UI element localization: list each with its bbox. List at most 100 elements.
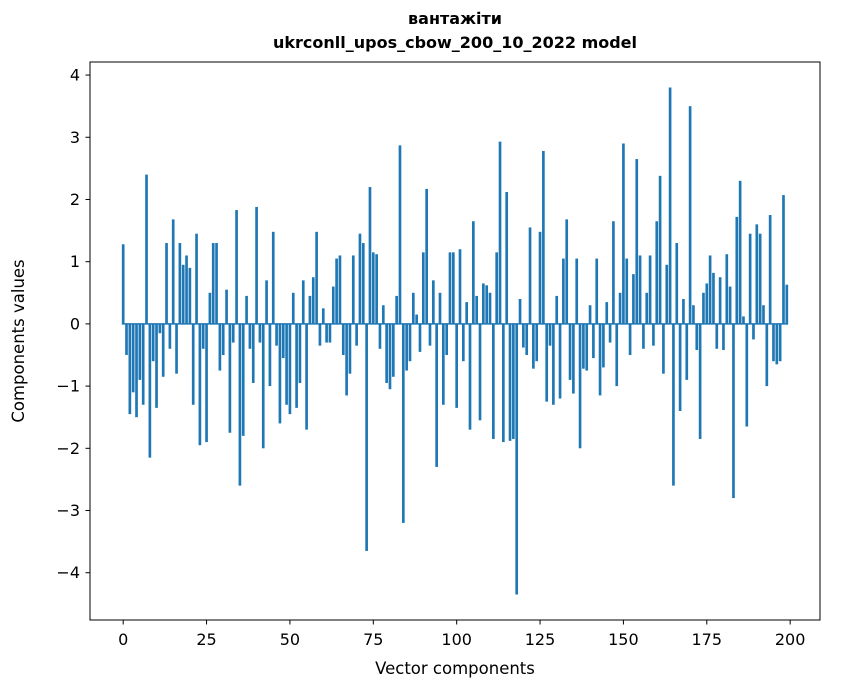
bar [638, 255, 642, 324]
y-tick-label: 3 [70, 128, 80, 147]
bar [408, 323, 412, 362]
bar [265, 280, 268, 324]
bar [572, 323, 575, 394]
bar [495, 252, 499, 324]
bar [248, 323, 252, 349]
bar [455, 323, 458, 408]
bar [625, 258, 629, 324]
x-tick-label: 125 [525, 630, 556, 649]
bar [395, 295, 398, 324]
bar [361, 243, 365, 324]
bar [458, 249, 462, 324]
bar [398, 145, 402, 324]
bar [548, 323, 552, 346]
axes-spines [89, 61, 821, 621]
bar [742, 316, 745, 324]
bar [245, 295, 248, 324]
y-tick-label: −4 [56, 563, 80, 582]
bar [175, 323, 178, 374]
bar [485, 285, 489, 324]
bar [475, 295, 479, 324]
bar [311, 277, 315, 324]
bar [552, 323, 555, 405]
bar [215, 243, 218, 324]
bar [538, 231, 542, 324]
bar [772, 323, 775, 362]
bar [155, 323, 158, 408]
bar [258, 323, 262, 343]
bar [492, 323, 495, 439]
x-axis-label: Vector components [375, 659, 535, 678]
bar [371, 252, 375, 324]
bar [178, 243, 182, 324]
bar [782, 195, 785, 324]
bar [478, 323, 482, 421]
bar [725, 254, 729, 324]
bar [715, 323, 719, 349]
bar [518, 299, 522, 324]
bar [291, 292, 295, 324]
bar [465, 302, 469, 324]
bar [411, 292, 415, 324]
bar [338, 255, 342, 324]
bar [125, 323, 128, 355]
bar [668, 87, 672, 324]
x-tick-label: 50 [280, 630, 300, 649]
bar [505, 192, 509, 324]
y-tick-label: 4 [70, 66, 80, 85]
chart-subtitle: ukrconll_upos_cbow_200_10_2022 model [273, 33, 637, 52]
bar [702, 292, 705, 324]
bar [335, 258, 338, 324]
bar [391, 323, 395, 377]
bar [355, 323, 358, 346]
y-axis-label: Components values [9, 259, 28, 422]
axes-background [90, 62, 820, 620]
bar [181, 264, 185, 324]
bar [128, 323, 132, 415]
bar [195, 233, 198, 324]
bar [722, 323, 725, 351]
bar [191, 323, 195, 405]
bar [575, 258, 579, 324]
bar [545, 323, 549, 402]
bar [488, 292, 492, 324]
bar [448, 252, 452, 324]
bar [732, 323, 735, 499]
bar [165, 243, 168, 324]
bar [762, 305, 765, 324]
bar [528, 227, 532, 324]
bar [141, 323, 145, 405]
bar [225, 289, 228, 324]
bar [158, 323, 162, 334]
bar [275, 323, 278, 346]
bar [445, 323, 448, 355]
bar [188, 267, 192, 324]
bar [161, 323, 165, 377]
bar [585, 323, 589, 371]
bar [378, 323, 382, 349]
bar [498, 141, 502, 324]
bar [201, 323, 205, 349]
bar [438, 292, 442, 324]
bar [368, 187, 372, 324]
bar [502, 323, 505, 443]
bar [462, 323, 465, 362]
bar [148, 323, 152, 458]
bar [728, 286, 732, 324]
bar [535, 323, 539, 362]
bar [435, 323, 438, 467]
bar [775, 323, 779, 365]
y-tick-label: −3 [56, 501, 80, 520]
bar [588, 305, 592, 324]
bar [208, 292, 212, 324]
bar [745, 323, 749, 427]
bar [612, 221, 615, 324]
bar [635, 159, 639, 324]
bar [358, 233, 362, 324]
bar [255, 206, 258, 324]
bar [752, 323, 755, 340]
bar [558, 323, 562, 399]
bar [568, 323, 572, 380]
bar [525, 323, 529, 355]
bar [678, 323, 682, 411]
